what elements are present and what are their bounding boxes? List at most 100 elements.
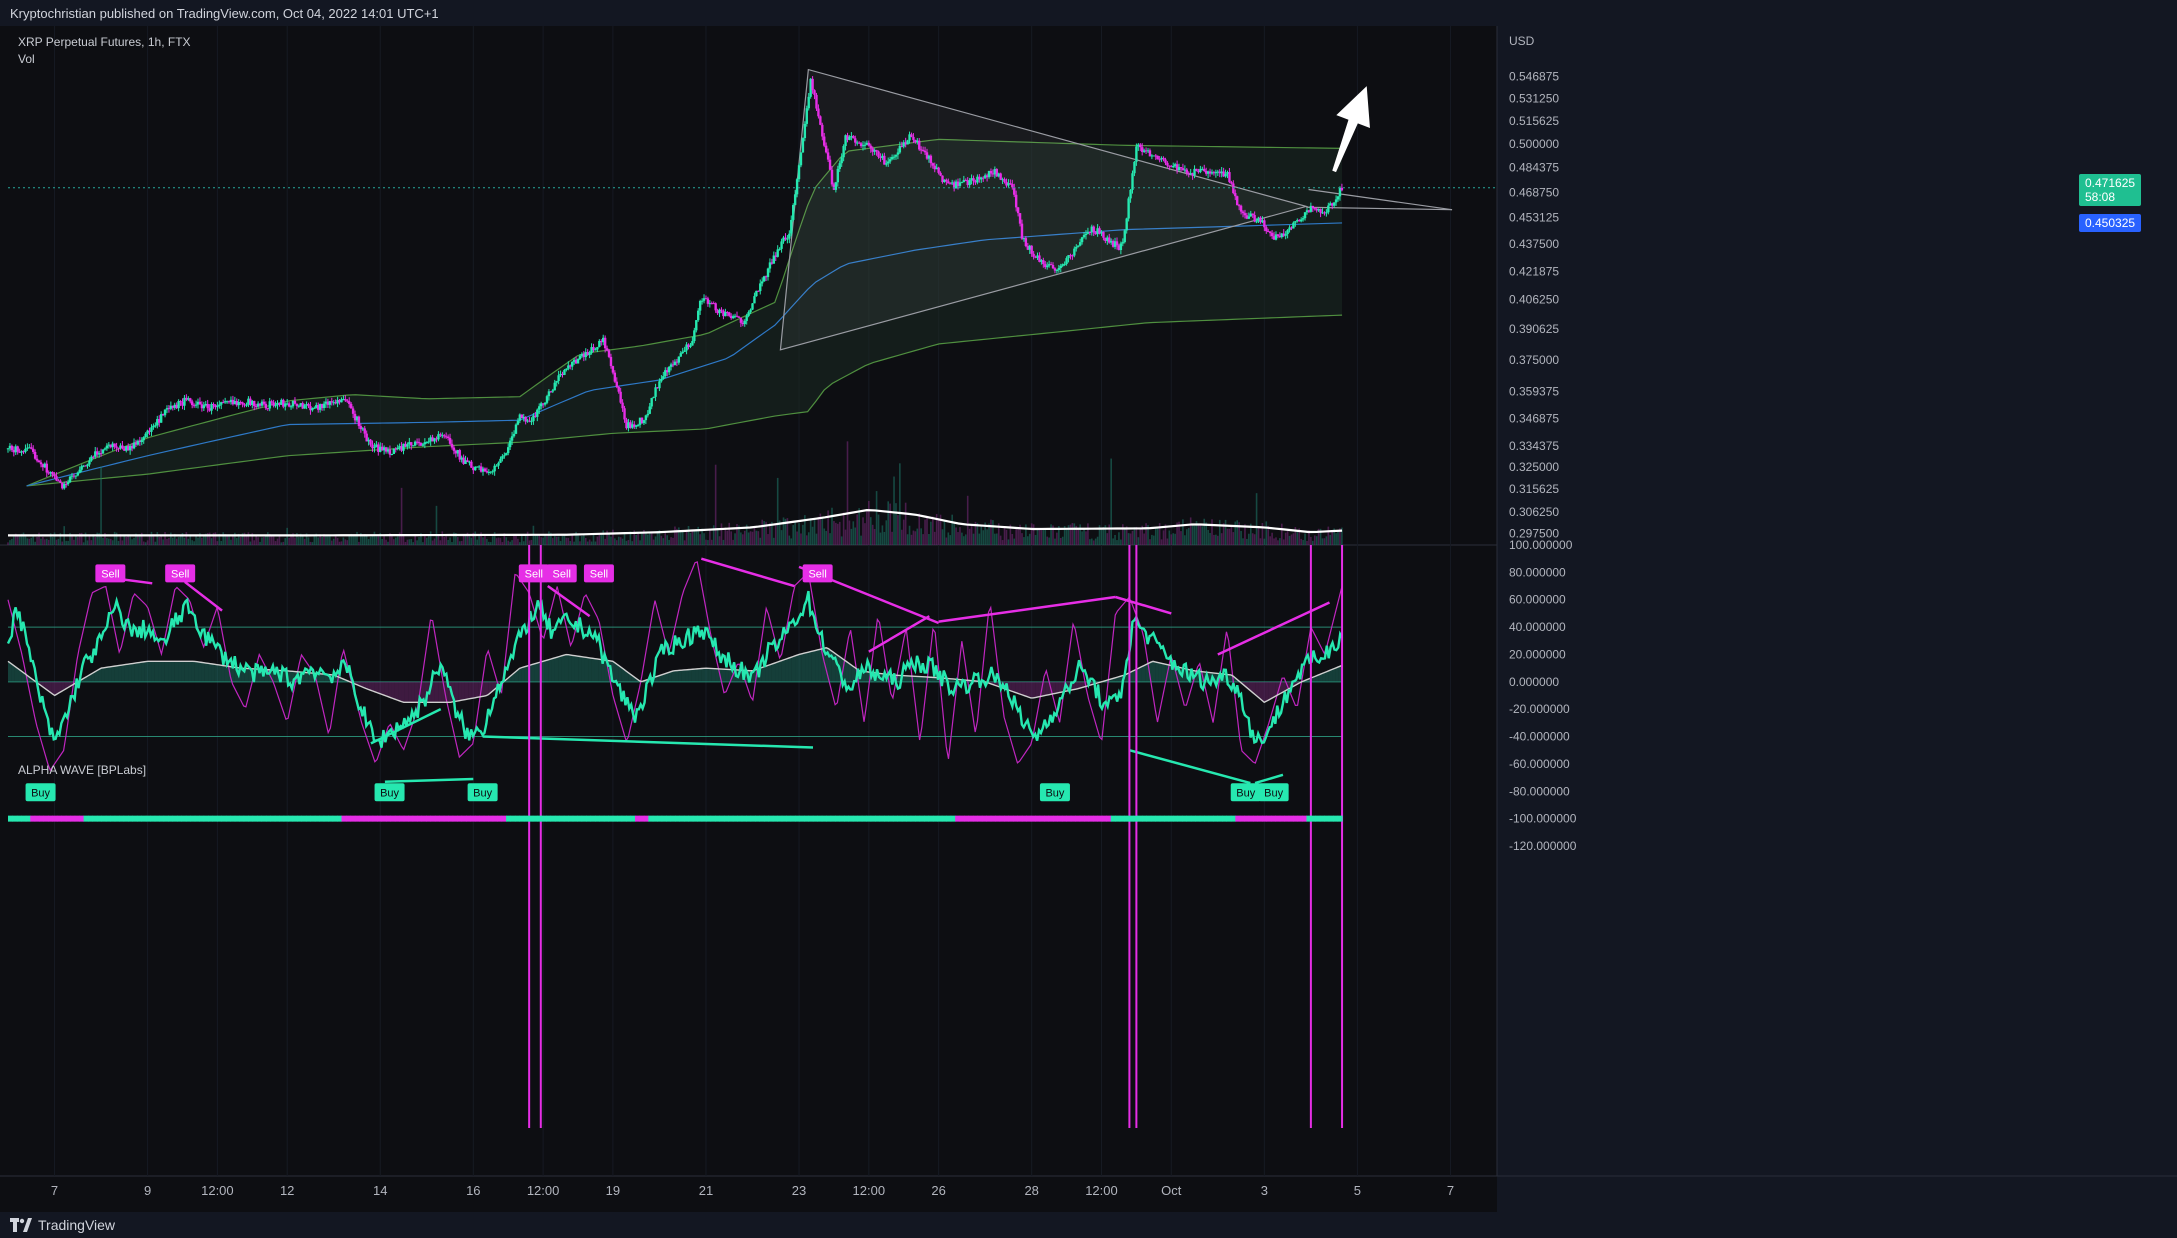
candle-body: [1094, 231, 1097, 235]
volume-bar: [1244, 524, 1246, 545]
regime-bar-segment: [114, 815, 120, 822]
osc-area: [661, 673, 666, 682]
candle-body: [602, 337, 605, 343]
candle-body: [88, 460, 91, 465]
regime-bar-segment: [74, 815, 80, 822]
volume-bar: [1065, 528, 1068, 545]
candle-body: [1113, 241, 1117, 247]
candle-body: [945, 179, 948, 182]
volume-bar: [1232, 532, 1235, 545]
symbol-title[interactable]: XRP Perpetual Futures, 1h, FTX: [18, 35, 191, 49]
volume-bar: [462, 535, 465, 545]
candle-body: [72, 475, 76, 477]
regime-bar-segment: [1284, 815, 1290, 822]
regime-bar-segment: [612, 815, 618, 822]
divergence-line: [1254, 773, 1284, 785]
volume-bar: [1205, 522, 1207, 545]
volume-bar: [540, 537, 542, 545]
volume-bar: [266, 532, 269, 545]
candle-body: [1249, 213, 1252, 217]
candle-body: [293, 400, 297, 404]
candle-body: [68, 476, 72, 483]
candle-body: [538, 406, 541, 410]
chart-canvas[interactable]: USD0.5468750.5312500.5156250.5000000.484…: [0, 26, 2177, 1212]
chart-frame[interactable]: USD 0.546875 0.531250 0.515625 0.500000 0.484…: [0, 26, 2177, 1212]
volume-bar: [1302, 539, 1304, 545]
candle-body: [1232, 183, 1235, 194]
volume-bar: [381, 538, 383, 545]
osc-area: [624, 670, 629, 682]
volume-bar: [30, 537, 33, 545]
candle-body: [142, 437, 145, 441]
candle-body: [526, 420, 529, 422]
candle-body: [912, 136, 915, 140]
price-tick-label: 0.297500: [1509, 527, 1559, 541]
sell-signal-label: Sell: [165, 564, 196, 583]
regime-bar-segment: [1208, 815, 1214, 822]
osc-area: [421, 681, 425, 703]
volume-bar: [606, 530, 608, 545]
volume-label[interactable]: Vol: [18, 52, 35, 66]
candle-body: [1123, 230, 1126, 243]
osc-area: [908, 675, 912, 682]
time-tick-label: 16: [466, 1183, 480, 1198]
candle-body: [871, 148, 874, 152]
regime-bar-segment: [910, 815, 916, 822]
regime-bar-segment: [1097, 815, 1103, 822]
volume-bar: [676, 528, 678, 545]
regime-bar-segment: [466, 815, 471, 822]
candle-body: [392, 448, 396, 454]
last-price-value: 0.471625: [2085, 175, 2136, 190]
candle-body: [1272, 236, 1276, 240]
volume-bar: [1197, 524, 1200, 545]
candle-body: [179, 400, 182, 403]
candle-body: [130, 445, 134, 449]
ma-price-badge: 0.450325: [2079, 214, 2142, 233]
candle-body: [1042, 260, 1045, 265]
osc-area: [1262, 681, 1266, 702]
regime-bar-segment: [163, 815, 169, 822]
candle-body: [462, 457, 465, 464]
volume-bar: [177, 537, 180, 545]
tradingview-brand[interactable]: TradingView: [10, 1217, 115, 1233]
volume-bar: [848, 520, 851, 545]
volume-bar: [883, 531, 886, 545]
candle-body: [241, 402, 244, 405]
candle-body: [458, 450, 461, 460]
volume-bar: [734, 533, 736, 545]
volume-bar: [22, 532, 25, 545]
volume-bar: [534, 535, 537, 545]
volume-bar: [272, 536, 275, 545]
candle-body: [807, 96, 810, 109]
candle-body: [111, 443, 114, 448]
regime-bar-segment: [176, 815, 182, 822]
price-tick-label: 0.515625: [1509, 114, 1559, 128]
candle-body: [1284, 234, 1287, 236]
volume-bar: [984, 522, 986, 545]
candle-body: [276, 403, 279, 406]
volume-bar: [282, 541, 285, 545]
time-tick-label: 19: [606, 1183, 620, 1198]
candle-body: [532, 415, 535, 422]
regime-bar-segment: [390, 815, 396, 822]
volume-bar: [1081, 531, 1083, 545]
oscillator-legend[interactable]: ALPHA WAVE [BPLabs]: [18, 763, 147, 777]
candle-body: [505, 453, 508, 456]
volume-bar: [1315, 536, 1318, 545]
main-legend: XRP Perpetual Futures, 1h, FTX Vol: [18, 34, 191, 68]
sell-signal-text: Sell: [590, 568, 608, 580]
candle-body: [931, 163, 935, 166]
volume-bar: [648, 533, 651, 545]
candle-body: [1185, 169, 1188, 173]
candle-body: [1216, 171, 1220, 173]
volume-bar: [584, 538, 587, 545]
regime-bar-segment: [1150, 815, 1156, 822]
osc-area: [931, 677, 936, 682]
volume-bar: [951, 514, 953, 545]
candle-body: [1179, 167, 1183, 169]
regime-bar-segment: [1164, 815, 1170, 822]
volume-bar: [489, 542, 492, 545]
osc-area: [101, 667, 105, 682]
volume-bar: [840, 536, 843, 545]
osc-area: [1035, 681, 1039, 698]
